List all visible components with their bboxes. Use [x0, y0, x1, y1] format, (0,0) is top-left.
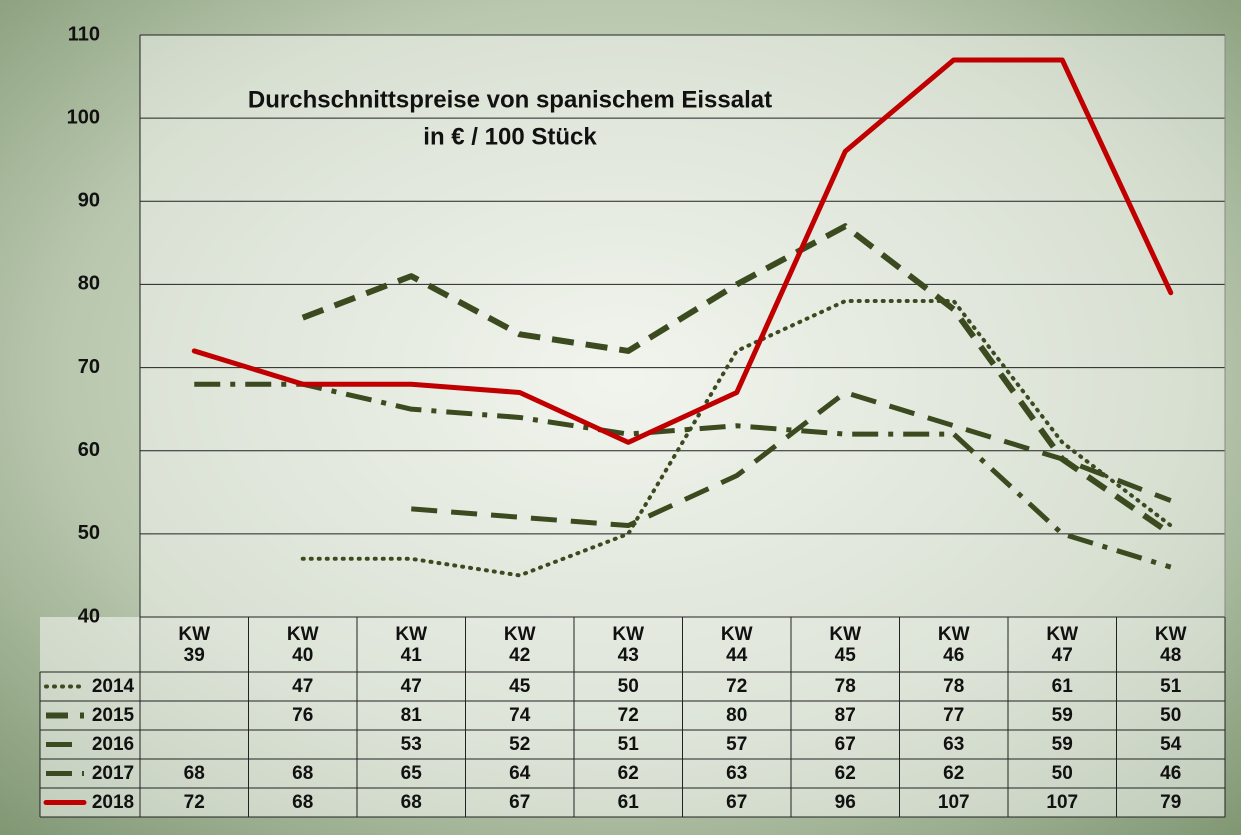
data-label: 68 — [249, 788, 358, 817]
data-label: 79 — [1117, 788, 1226, 817]
data-label: 51 — [574, 730, 683, 759]
x-tick-label: KW 44 — [683, 619, 792, 670]
data-label: 72 — [574, 701, 683, 730]
y-tick-label: 50 — [78, 522, 100, 544]
y-tick-label: 100 — [67, 106, 100, 128]
data-label: 54 — [1117, 730, 1226, 759]
data-label: 81 — [357, 701, 466, 730]
data-label: 53 — [357, 730, 466, 759]
x-tick-label: KW 42 — [466, 619, 575, 670]
data-label: 63 — [900, 730, 1009, 759]
data-label: 64 — [466, 759, 575, 788]
x-tick-label: KW 40 — [249, 619, 358, 670]
legend-label: 2018 — [86, 788, 140, 817]
legend-label: 2014 — [86, 672, 140, 701]
data-label: 62 — [574, 759, 683, 788]
y-tick-label: 70 — [78, 356, 100, 378]
data-label: 107 — [900, 788, 1009, 817]
y-tick-label: 40 — [78, 605, 100, 627]
chart-subtitle: in € / 100 Stück — [423, 123, 597, 150]
data-label: 72 — [683, 672, 792, 701]
x-tick-label: KW 39 — [140, 619, 249, 670]
data-label: 63 — [683, 759, 792, 788]
y-tick-label: 60 — [78, 439, 100, 461]
chart-title: Durchschnittspreise von spanischem Eissa… — [248, 86, 772, 113]
x-tick-label: KW 43 — [574, 619, 683, 670]
data-label: 68 — [357, 788, 466, 817]
data-label: 47 — [357, 672, 466, 701]
x-tick-label: KW 47 — [1008, 619, 1117, 670]
legend-label: 2016 — [86, 730, 140, 759]
data-label: 50 — [1117, 701, 1226, 730]
y-tick-label: 110 — [68, 23, 100, 45]
legend-label: 2017 — [86, 759, 140, 788]
data-label: 78 — [791, 672, 900, 701]
data-label: 65 — [357, 759, 466, 788]
data-label: 47 — [249, 672, 358, 701]
data-label: 62 — [791, 759, 900, 788]
data-label: 67 — [791, 730, 900, 759]
data-label: 45 — [466, 672, 575, 701]
y-tick-label: 80 — [78, 273, 100, 295]
data-label: 107 — [1008, 788, 1117, 817]
data-label: 50 — [1008, 759, 1117, 788]
data-label: 62 — [900, 759, 1009, 788]
data-label: 74 — [466, 701, 575, 730]
data-label: 61 — [1008, 672, 1117, 701]
data-label: 51 — [1117, 672, 1226, 701]
data-label: 67 — [683, 788, 792, 817]
y-tick-label: 90 — [78, 190, 100, 212]
data-label: 59 — [1008, 701, 1117, 730]
data-label: 72 — [140, 788, 249, 817]
data-label: 78 — [900, 672, 1009, 701]
legend-label: 2015 — [86, 701, 140, 730]
data-label: 67 — [466, 788, 575, 817]
data-label: 96 — [791, 788, 900, 817]
data-label: 87 — [791, 701, 900, 730]
x-tick-label: KW 41 — [357, 619, 466, 670]
x-tick-label: KW 46 — [900, 619, 1009, 670]
plot-area — [140, 35, 1225, 617]
data-label: 57 — [683, 730, 792, 759]
data-label: 59 — [1008, 730, 1117, 759]
data-label: 52 — [466, 730, 575, 759]
data-label: 68 — [140, 759, 249, 788]
data-label: 50 — [574, 672, 683, 701]
data-label: 80 — [683, 701, 792, 730]
x-tick-label: KW 45 — [791, 619, 900, 670]
data-label: 76 — [249, 701, 358, 730]
page: Durchschnittspreise von spanischem Eissa… — [0, 0, 1241, 835]
data-label: 77 — [900, 701, 1009, 730]
data-label: 61 — [574, 788, 683, 817]
data-label: 46 — [1117, 759, 1226, 788]
x-tick-label: KW 48 — [1117, 619, 1226, 670]
data-label: 68 — [249, 759, 358, 788]
